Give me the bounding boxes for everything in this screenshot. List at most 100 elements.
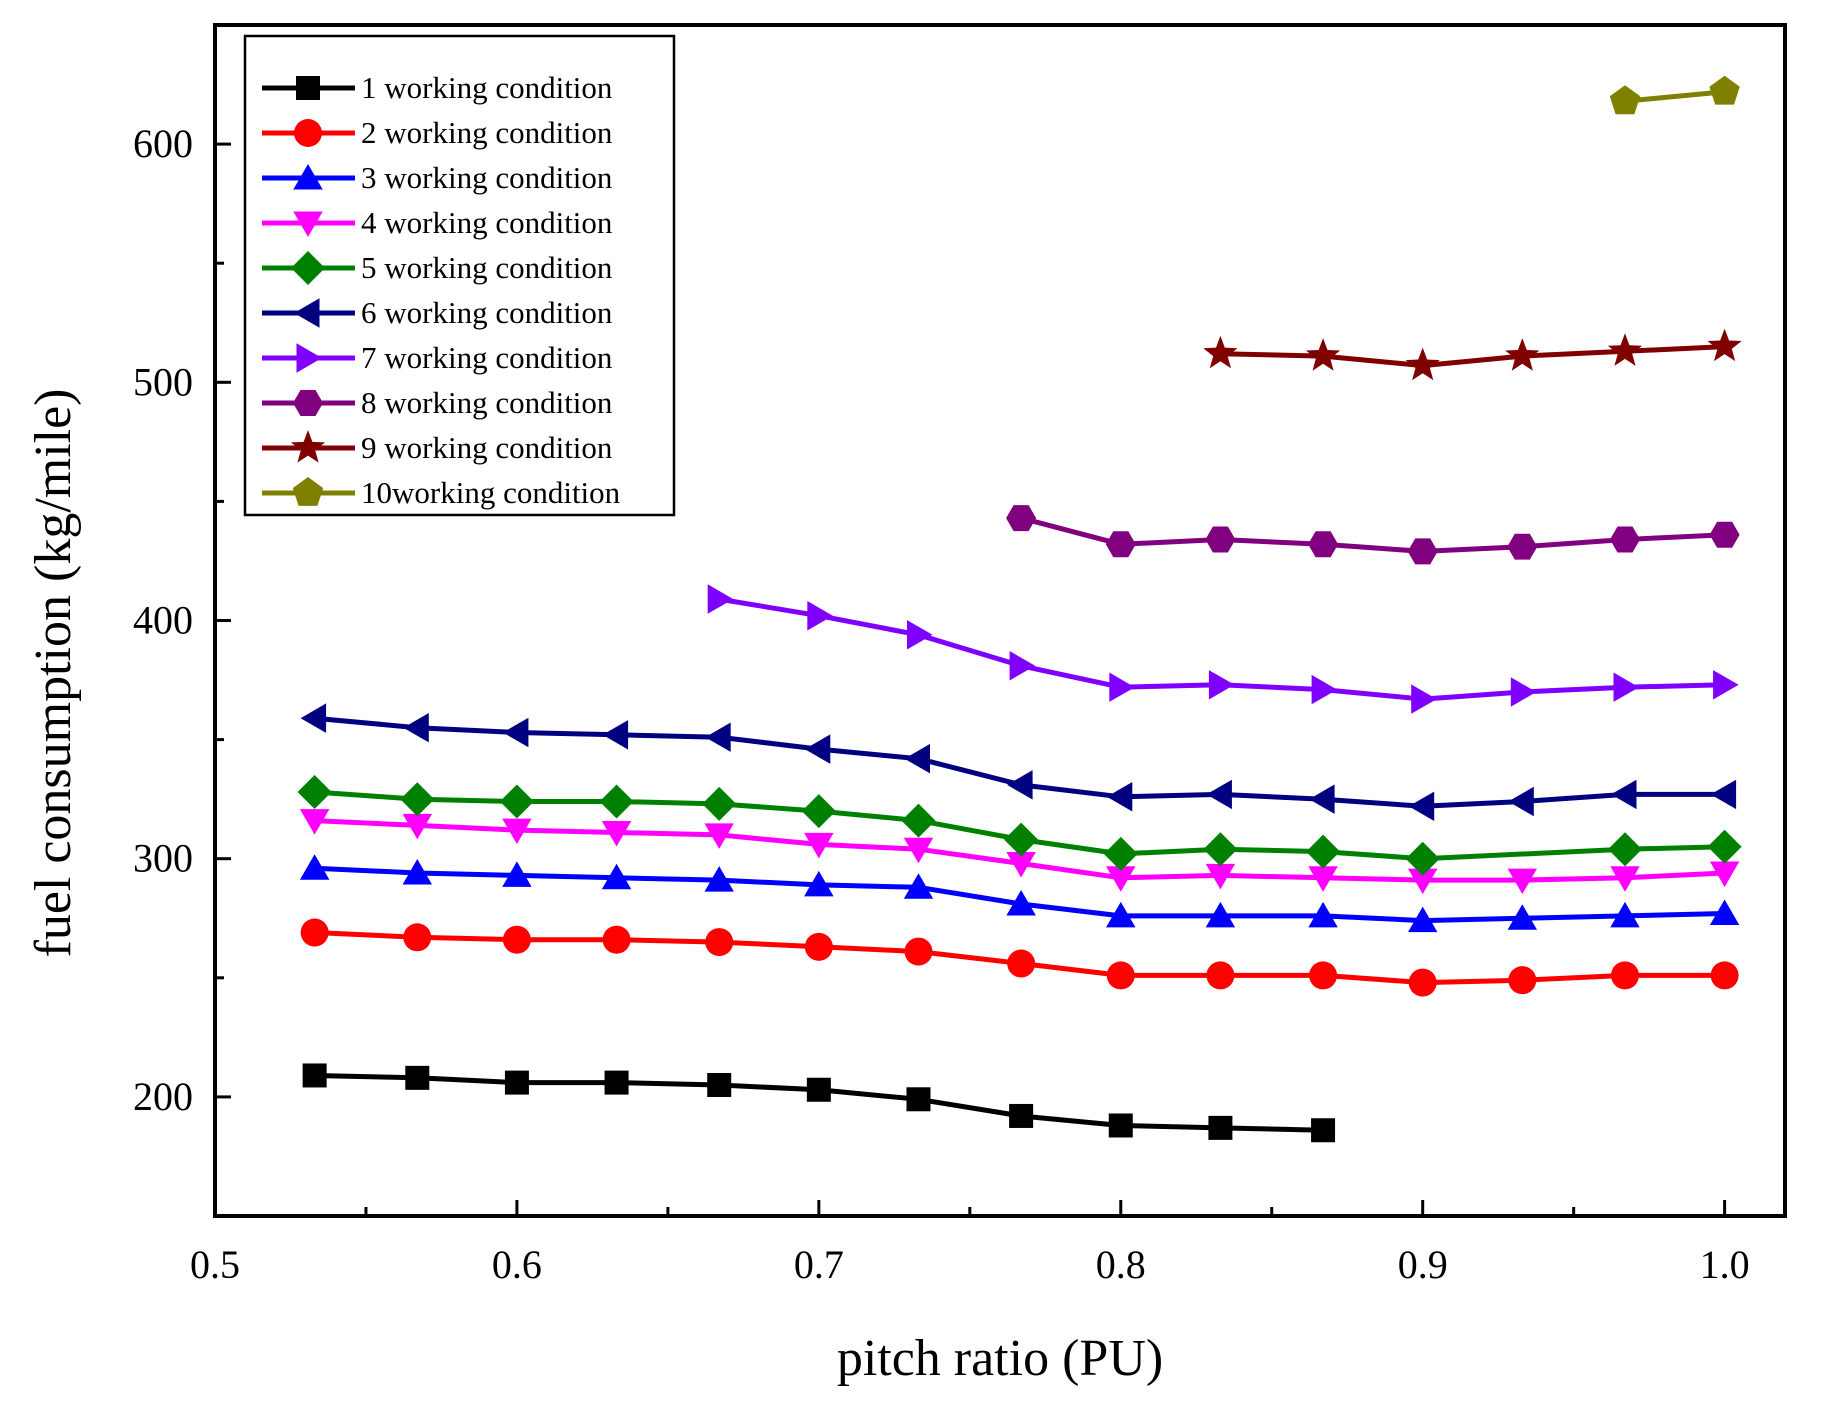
- data-point: [300, 703, 327, 733]
- data-point: [1004, 822, 1039, 857]
- legend-marker: [292, 477, 324, 506]
- data-point: [1203, 832, 1238, 867]
- data-point: [1713, 670, 1739, 700]
- data-point: [402, 813, 432, 840]
- data-point: [604, 1070, 629, 1095]
- data-point: [804, 832, 834, 859]
- data-point: [806, 1077, 831, 1102]
- data-point: [804, 870, 834, 897]
- series-layer: [297, 75, 1742, 1143]
- data-point: [1408, 868, 1438, 895]
- data-point: [1710, 961, 1739, 990]
- legend-entry-1: 1 working condition: [262, 70, 613, 105]
- legend-marker: [290, 430, 326, 463]
- series-10: [1609, 75, 1740, 115]
- data-point: [403, 923, 432, 952]
- data-point: [1006, 852, 1036, 878]
- data-point: [1507, 533, 1538, 560]
- data-point: [1408, 791, 1435, 821]
- data-point: [599, 784, 634, 819]
- data-point: [903, 873, 934, 899]
- data-point: [299, 809, 330, 835]
- legend-label: 8 working condition: [361, 385, 613, 420]
- series-4: [299, 809, 1740, 895]
- data-point: [1311, 674, 1338, 705]
- data-point: [602, 925, 631, 954]
- data-point: [297, 775, 332, 809]
- legend-entry-10: 10working condition: [262, 475, 621, 510]
- series-line: [1220, 344, 1725, 369]
- data-point: [901, 803, 936, 838]
- series-line: [1020, 515, 1725, 554]
- data-point: [502, 818, 532, 845]
- data-point: [1309, 961, 1338, 990]
- data-point: [1608, 832, 1642, 867]
- legend-marker: [293, 390, 323, 416]
- data-point: [1308, 901, 1338, 928]
- data-point: [1505, 338, 1540, 371]
- legend-entry-9: 9 working condition: [262, 430, 613, 465]
- data-point: [499, 784, 534, 819]
- legend-entry-6: 6 working condition: [262, 295, 613, 330]
- legend-label: 5 working condition: [361, 250, 613, 285]
- data-point: [1611, 779, 1637, 810]
- data-point: [707, 584, 734, 614]
- data-point: [1709, 75, 1740, 105]
- data-point: [804, 932, 833, 961]
- data-point: [300, 918, 329, 947]
- data-point: [907, 620, 933, 650]
- data-point: [1311, 1118, 1336, 1143]
- legend-entry-7: 7 working condition: [262, 340, 613, 375]
- legend-marker: [293, 164, 323, 190]
- data-point: [1709, 861, 1740, 887]
- series-2: [300, 918, 1739, 997]
- data-point: [903, 837, 934, 864]
- data-point: [1305, 338, 1341, 371]
- legend: 1 working condition 2 working condition 3 …: [243, 34, 676, 517]
- series-3: [299, 854, 1740, 933]
- data-point: [1308, 866, 1338, 892]
- data-point: [1709, 521, 1740, 548]
- legend-marker: [294, 298, 320, 328]
- data-point: [1103, 836, 1138, 871]
- data-point: [502, 925, 531, 954]
- data-point: [1407, 538, 1438, 565]
- data-point: [1309, 784, 1335, 814]
- y-tick-label: 500: [133, 359, 193, 404]
- data-point: [1710, 779, 1737, 810]
- data-point: [705, 722, 731, 752]
- data-point: [1106, 782, 1133, 812]
- x-tick-label: 0.7: [794, 1242, 844, 1287]
- x-tick-label: 0.8: [1096, 1242, 1146, 1287]
- data-point: [904, 937, 933, 966]
- data-point: [1106, 901, 1136, 928]
- data-point: [1610, 526, 1640, 553]
- legend-label: 4 working condition: [361, 205, 613, 240]
- data-point: [601, 821, 632, 847]
- data-point: [1306, 834, 1341, 869]
- legend-marker: [293, 211, 323, 237]
- data-point: [1609, 85, 1641, 115]
- data-point: [1208, 1115, 1233, 1140]
- data-point: [1007, 949, 1036, 978]
- data-point: [707, 1072, 732, 1097]
- legend-marker: [294, 119, 322, 147]
- legend-entry-3: 3 working condition: [262, 160, 613, 195]
- data-point: [403, 713, 429, 743]
- legend-marker: [296, 343, 322, 373]
- data-point: [1707, 829, 1742, 864]
- data-point: [402, 859, 432, 885]
- x-tick-label: 0.5: [190, 1242, 240, 1287]
- data-point: [704, 866, 734, 892]
- data-point: [704, 823, 734, 849]
- data-point: [1707, 328, 1742, 362]
- legend-label: 9 working condition: [361, 430, 613, 465]
- series-1: [302, 1063, 1336, 1143]
- data-point: [1006, 890, 1036, 916]
- series-5: [297, 775, 1742, 876]
- data-point: [302, 1063, 327, 1088]
- legend-label: 10working condition: [361, 475, 621, 510]
- legend-marker: [291, 251, 325, 285]
- data-point: [1607, 333, 1643, 366]
